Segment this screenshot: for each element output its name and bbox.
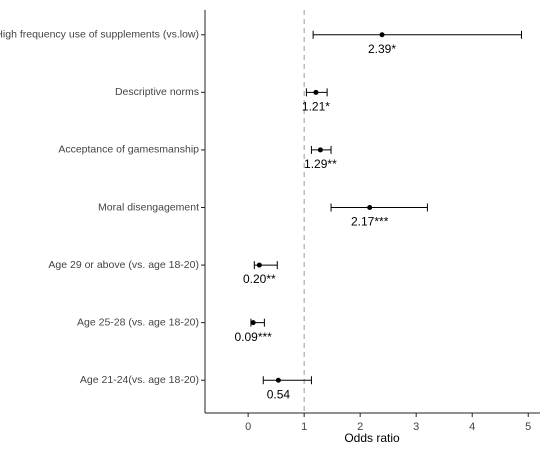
x-tick-label: 4: [469, 421, 475, 433]
y-tick-label: Age 29 or above (vs. age 18-20): [48, 259, 199, 271]
x-tick-label: 5: [525, 421, 531, 433]
point: [256, 262, 262, 268]
point: [275, 377, 281, 383]
x-tick-label: 0: [245, 421, 251, 433]
y-tick-label: Age 25-28 (vs. age 18-20): [77, 316, 199, 328]
value-label: 1.29**: [304, 157, 337, 171]
x-tick-label: 3: [413, 421, 419, 433]
point: [367, 205, 373, 210]
point: [313, 89, 319, 95]
value-label: 0.54: [267, 387, 291, 401]
x-axis-title: Odds ratio: [344, 431, 400, 445]
value-label: 1.21*: [302, 100, 330, 114]
value-label: 2.17***: [351, 215, 389, 229]
value-label: 0.09***: [234, 330, 272, 344]
y-tick-label: Descriptive norms: [115, 86, 199, 98]
y-tick-label: Acceptance of gamesmanship: [58, 144, 199, 156]
x-tick-label: 1: [301, 421, 307, 433]
x-tick-label: 2: [357, 421, 363, 433]
y-tick-label: High frequency use of supplements (vs.lo…: [0, 29, 199, 41]
value-label: 2.39*: [368, 42, 396, 56]
point: [317, 147, 323, 153]
y-tick-label: Moral disengagement: [98, 201, 199, 213]
y-tick-label: Age 21-24(vs. age 18-20): [80, 374, 199, 386]
point: [250, 320, 256, 326]
point: [379, 32, 385, 38]
value-label: 0.20**: [243, 272, 276, 286]
